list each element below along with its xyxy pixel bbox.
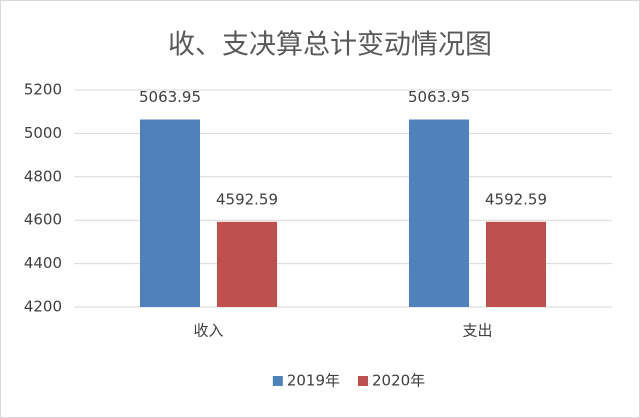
y-tick-label: 4600 [24,211,62,229]
chart-title: 收、支决算总计变动情况图 [168,30,492,61]
bar [409,119,469,307]
bar [486,221,546,307]
legend-label: 2020年 [372,372,425,390]
y-tick-label: 4400 [24,254,62,272]
x-tick-label: 支出 [462,322,492,340]
y-tick-label: 4200 [24,298,62,316]
legend-swatch [358,376,368,386]
bar [217,221,277,307]
y-tick-label: 5000 [24,124,62,142]
legend-label: 2019年 [287,372,340,390]
x-tick-label: 收入 [193,322,223,340]
data-label: 5063.95 [139,88,201,106]
data-label: 5063.95 [408,88,470,106]
y-tick-label: 5200 [24,81,62,99]
legend-swatch [272,376,283,386]
bar [140,119,200,307]
data-label: 4592.59 [216,190,278,208]
data-label: 4592.59 [485,190,547,208]
y-tick-label: 4800 [24,167,62,185]
